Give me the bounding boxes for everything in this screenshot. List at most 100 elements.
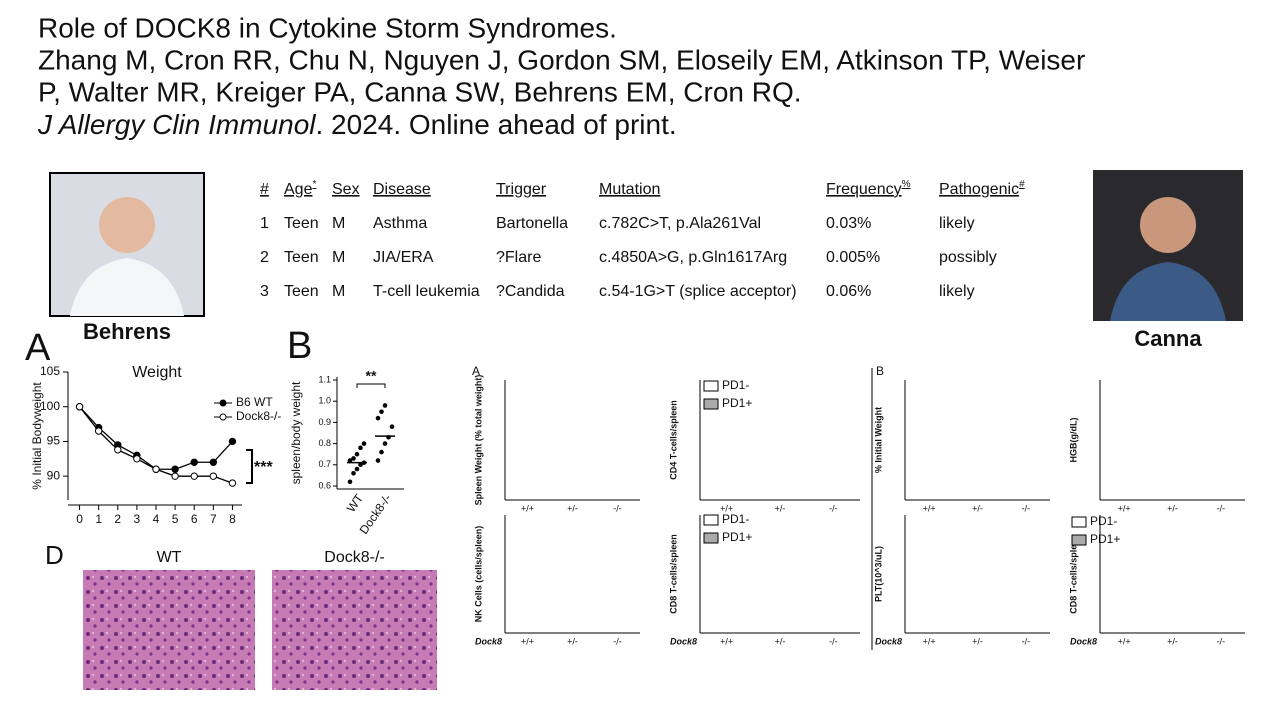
header-label: Age — [284, 181, 313, 198]
authors: Zhang M, Cron RR, Chu N, Nguyen J, Gordo… — [38, 44, 1085, 75]
panel-y-title: CD8 T-cells/spleen — [1068, 534, 1078, 614]
header-label: Pathogenic — [939, 181, 1019, 198]
column-header: Pathogenic# — [939, 179, 1025, 199]
panel-y-title: HGB(g/dL) — [1068, 418, 1078, 463]
point — [133, 455, 141, 463]
x-tick-label: 3 — [134, 512, 141, 526]
panel-y-title: PLT(10^3/uL) — [873, 546, 883, 602]
point — [152, 465, 160, 473]
point — [209, 472, 218, 480]
point — [361, 441, 367, 446]
genotype-label: Dock8 — [670, 636, 697, 646]
header-sup: % — [902, 179, 911, 190]
point — [228, 479, 237, 487]
panel-y-title: CD8 T-cells/spleen — [668, 534, 678, 614]
y-axis-title: spleen/body weight — [289, 381, 303, 484]
image-title: WT — [157, 549, 182, 566]
x-tick-label: 0 — [76, 512, 83, 526]
point — [228, 437, 237, 446]
column-header: Frequency% — [826, 179, 911, 199]
group-label: -/- — [829, 503, 838, 513]
group-label: -/- — [829, 636, 838, 646]
header-sup: * — [312, 179, 316, 190]
citation: J Allergy Clin Immunol. 2024. Online ahe… — [37, 109, 677, 140]
column-header: Sex — [332, 181, 360, 198]
legend-swatch — [1071, 534, 1087, 546]
caption: Canna — [1134, 326, 1202, 351]
y-tick-label: 90 — [47, 468, 61, 482]
group-label: +/+ — [720, 636, 733, 646]
group-label: -/- — [1217, 503, 1226, 513]
series-line — [79, 406, 233, 470]
column-header: # — [260, 181, 269, 198]
y-axis-title: % Initial Bodyweight — [30, 382, 44, 490]
legend-label: PD1- — [722, 378, 749, 392]
y-tick-label: 1.0 — [318, 396, 331, 406]
header-sup: # — [1019, 179, 1025, 190]
y-tick-label: 95 — [47, 434, 61, 448]
group-label: -/- — [1022, 503, 1031, 513]
group-label: +/+ — [521, 636, 534, 646]
point — [379, 409, 384, 415]
point — [354, 451, 360, 457]
header-label: Mutation — [599, 181, 660, 198]
table-cell: ?Flare — [496, 249, 541, 266]
title: Role of DOCK8 in Cytokine Storm Syndrome… — [38, 12, 617, 43]
point — [382, 403, 388, 408]
point — [379, 449, 384, 455]
caption: Behrens — [83, 319, 171, 344]
table-cell: M — [332, 215, 345, 232]
group-label: +/- — [1167, 636, 1178, 646]
legend-label: PD1+ — [722, 530, 752, 544]
group-label: +/- — [567, 636, 578, 646]
y-tick-label: 0.8 — [318, 438, 331, 448]
header-label: Trigger — [496, 181, 547, 198]
table-cell: Bartonella — [496, 215, 568, 232]
x-tick-label: 1 — [95, 512, 102, 526]
photo-shirt — [1110, 262, 1226, 321]
table-cell: 1 — [260, 215, 269, 232]
panel-y-title: CD4 T-cells/spleen — [668, 400, 678, 480]
table-cell: 3 — [260, 283, 269, 300]
legend-swatch — [1071, 516, 1087, 528]
table-cell: possibly — [939, 249, 997, 266]
legend-swatch — [703, 514, 719, 526]
header-label: # — [260, 181, 269, 198]
header-label: Sex — [332, 181, 360, 198]
x-tick-label: 8 — [229, 512, 236, 526]
genotype-label: Dock8 — [875, 636, 902, 646]
point — [358, 462, 363, 468]
group-label: +/+ — [1118, 636, 1131, 646]
image-title: Dock8-/- — [324, 549, 384, 566]
point — [375, 458, 381, 463]
x-tick-label: 6 — [191, 512, 198, 526]
legend-label: PD1- — [722, 512, 749, 526]
chart-title: Weight — [132, 364, 182, 381]
header-label: Disease — [373, 181, 431, 198]
figure-a: A Weight % Initial Bodyweight 90 95 100 105 0 1 2… — [25, 327, 281, 526]
figure-right: A B Spleen Weight (% total weight) +/+ +/- -/… — [472, 364, 1245, 650]
photo-coat — [70, 258, 184, 316]
legend-label: B6 WT — [236, 395, 273, 409]
panel-label: B — [287, 325, 312, 367]
figure-d: D WT Dock8-/- — [45, 540, 437, 690]
point — [94, 427, 103, 435]
group-label: -/- — [1217, 636, 1226, 646]
table-cell: c.4850A>G, p.Gln1617Arg — [599, 249, 787, 266]
column-header: Mutation — [599, 181, 660, 198]
group-label: +/- — [972, 636, 983, 646]
point — [171, 472, 179, 480]
legend-swatch — [703, 532, 719, 544]
x-tick-label: 4 — [153, 512, 160, 526]
table: # Age* Sex Disease Trigger Mutation Frequency%… — [260, 179, 1025, 301]
table-cell: JIA/ERA — [373, 249, 434, 266]
table-cell: Teen — [284, 215, 319, 232]
point — [190, 472, 198, 480]
panel-y-title: % Initial Weight — [873, 407, 883, 473]
group-label: +/- — [972, 503, 983, 513]
legend-marker — [219, 399, 227, 407]
group-label: +/+ — [720, 503, 733, 513]
point — [354, 466, 360, 472]
